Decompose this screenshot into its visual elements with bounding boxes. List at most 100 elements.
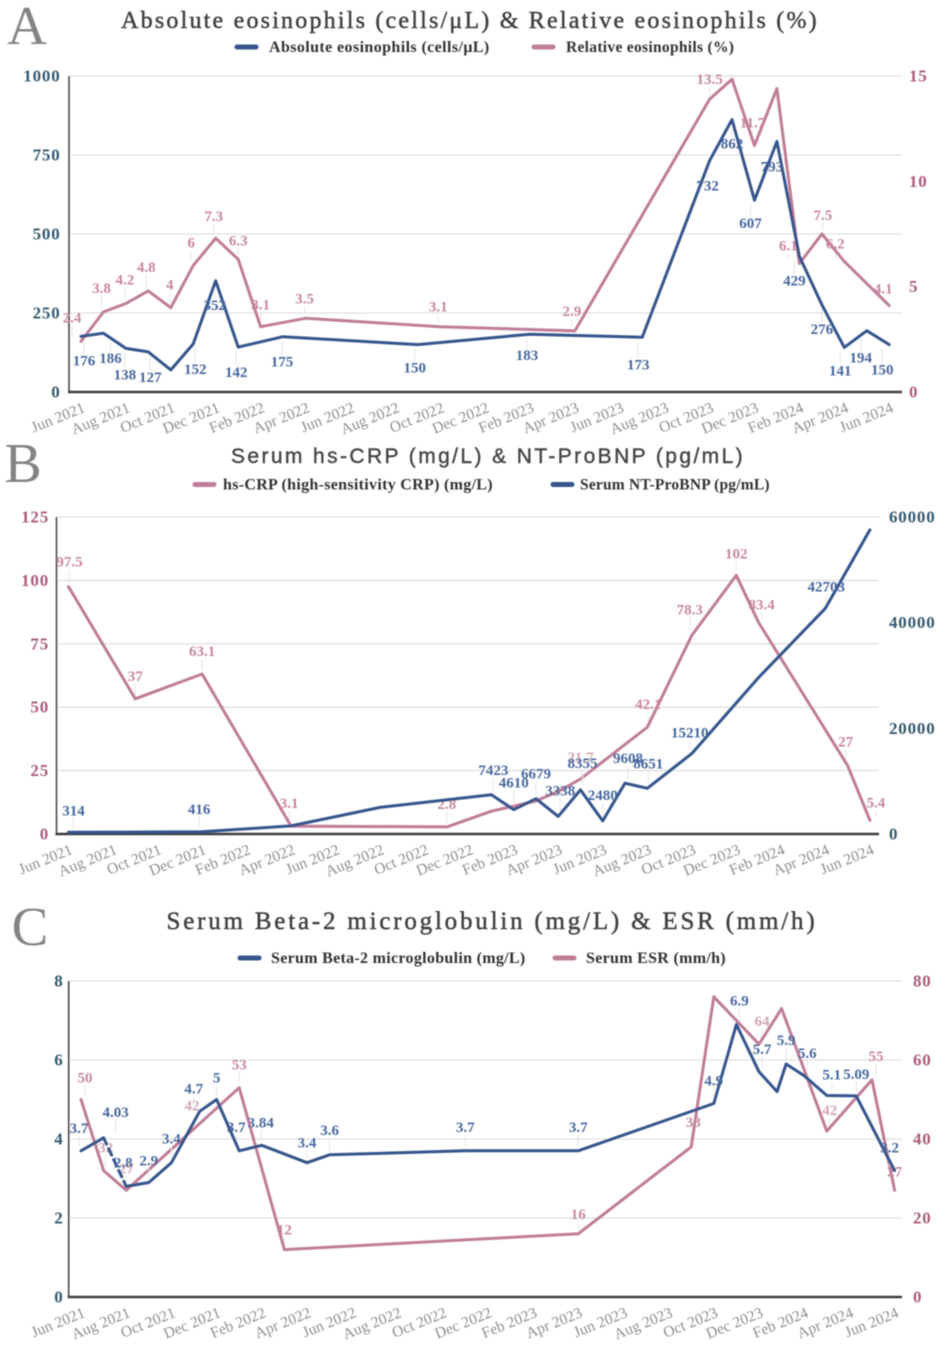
svg-text:862: 862	[721, 137, 744, 153]
svg-text:83.4: 83.4	[748, 598, 775, 614]
svg-text:13.5: 13.5	[696, 72, 722, 88]
svg-text:75: 75	[30, 634, 49, 653]
svg-text:183: 183	[516, 348, 539, 364]
svg-text:176: 176	[73, 353, 96, 369]
svg-text:102: 102	[725, 546, 748, 562]
svg-text:25: 25	[30, 761, 49, 780]
svg-text:42: 42	[822, 1103, 837, 1119]
svg-text:4.9: 4.9	[704, 1074, 723, 1090]
svg-text:27: 27	[119, 1161, 135, 1177]
svg-text:42: 42	[185, 1099, 200, 1115]
svg-text:186: 186	[99, 351, 122, 367]
svg-text:6.9: 6.9	[730, 994, 749, 1010]
svg-text:27: 27	[887, 1164, 903, 1180]
svg-text:173: 173	[627, 357, 650, 373]
svg-text:250: 250	[33, 304, 61, 323]
svg-text:6: 6	[54, 1051, 63, 1070]
svg-text:B: B	[4, 433, 41, 495]
svg-text:0: 0	[54, 1288, 63, 1307]
svg-text:Serum ESR (mm/h): Serum ESR (mm/h)	[586, 950, 726, 967]
svg-text:2.9: 2.9	[563, 304, 582, 320]
svg-text:5.9: 5.9	[777, 1033, 796, 1049]
svg-text:8355: 8355	[568, 756, 598, 772]
svg-text:3.4: 3.4	[162, 1132, 181, 1148]
svg-text:0: 0	[40, 825, 49, 844]
svg-text:5.7: 5.7	[753, 1042, 772, 1058]
svg-text:6679: 6679	[521, 767, 551, 783]
svg-text:416: 416	[188, 802, 211, 818]
svg-text:55: 55	[869, 1049, 884, 1065]
svg-text:3.1: 3.1	[280, 796, 299, 812]
svg-text:5: 5	[909, 277, 918, 296]
svg-text:793: 793	[761, 159, 784, 175]
svg-text:50: 50	[78, 1071, 93, 1087]
svg-text:15: 15	[909, 67, 928, 86]
svg-text:27: 27	[838, 735, 854, 751]
svg-text:78.3: 78.3	[677, 602, 703, 618]
svg-text:5.4: 5.4	[867, 795, 886, 811]
svg-text:4.2: 4.2	[116, 273, 135, 289]
svg-text:3338: 3338	[545, 783, 575, 799]
svg-text:6.1: 6.1	[779, 239, 798, 255]
svg-text:314: 314	[62, 803, 85, 819]
svg-text:0: 0	[51, 383, 60, 402]
svg-text:3.1: 3.1	[251, 298, 270, 314]
svg-text:hs-CRP (high-sensitivity CRP): hs-CRP (high-sensitivity CRP) (mg/L)	[223, 477, 493, 494]
svg-text:175: 175	[271, 355, 294, 371]
svg-text:7423: 7423	[478, 763, 508, 779]
svg-text:21.7: 21.7	[567, 750, 594, 766]
svg-text:4: 4	[166, 278, 174, 294]
svg-text:2480: 2480	[588, 788, 618, 804]
svg-text:50: 50	[30, 698, 49, 717]
svg-text:Serum NT-ProBNP (pg/mL): Serum NT-ProBNP (pg/mL)	[580, 477, 770, 494]
svg-text:20: 20	[913, 1209, 932, 1228]
svg-text:16: 16	[571, 1207, 587, 1223]
svg-text:3.6: 3.6	[320, 1123, 339, 1139]
svg-text:0: 0	[913, 1288, 922, 1307]
svg-text:2.9: 2.9	[139, 1154, 158, 1170]
svg-text:3.4: 3.4	[298, 1136, 317, 1152]
svg-text:2.4: 2.4	[63, 310, 82, 326]
svg-text:C: C	[12, 896, 49, 957]
svg-text:8: 8	[54, 972, 63, 991]
svg-text:3.7: 3.7	[456, 1120, 475, 1136]
svg-text:Absolute eosinophils (cells/μL: Absolute eosinophils (cells/μL)	[269, 39, 490, 56]
svg-text:Serum hs-CRP (mg/L) & NT-ProBN: Serum hs-CRP (mg/L) & NT-ProBNP (pg/mL)	[231, 445, 745, 468]
svg-text:40: 40	[913, 1130, 932, 1149]
svg-text:1000: 1000	[23, 67, 60, 86]
svg-text:0: 0	[889, 825, 898, 844]
svg-text:5.09: 5.09	[843, 1067, 869, 1083]
svg-text:11.7: 11.7	[740, 116, 766, 132]
svg-text:750: 750	[33, 146, 61, 165]
svg-text:60000: 60000	[889, 508, 936, 527]
svg-text:127: 127	[139, 370, 162, 386]
svg-text:15210: 15210	[671, 726, 709, 742]
svg-text:6: 6	[187, 236, 195, 252]
svg-text:7.3: 7.3	[204, 209, 223, 225]
svg-text:53: 53	[232, 1058, 247, 1074]
svg-text:276: 276	[811, 322, 834, 338]
svg-text:4: 4	[54, 1130, 63, 1149]
svg-text:4.8: 4.8	[137, 260, 156, 276]
svg-text:8651: 8651	[633, 756, 663, 772]
svg-text:63.1: 63.1	[189, 644, 215, 660]
svg-text:20000: 20000	[889, 719, 936, 738]
svg-text:5: 5	[213, 1071, 221, 1087]
svg-text:3.7: 3.7	[569, 1120, 588, 1136]
svg-text:42703: 42703	[808, 579, 846, 595]
svg-text:Serum Beta-2 microglobulin (mg: Serum Beta-2 microglobulin (mg/L) & ESR …	[167, 908, 818, 935]
svg-text:4.1: 4.1	[874, 282, 893, 298]
svg-text:10: 10	[909, 172, 928, 191]
svg-text:3.8: 3.8	[92, 281, 111, 297]
svg-text:9608: 9608	[613, 751, 643, 767]
svg-text:4.03: 4.03	[102, 1105, 128, 1121]
svg-text:37: 37	[128, 669, 144, 685]
svg-text:141: 141	[829, 363, 852, 379]
svg-text:Serum Beta-2 microglobulin (mg: Serum Beta-2 microglobulin (mg/L)	[271, 950, 525, 967]
svg-text:500: 500	[33, 225, 61, 244]
svg-text:100: 100	[21, 571, 49, 590]
svg-text:3.5: 3.5	[295, 291, 314, 307]
svg-text:3.84: 3.84	[248, 1115, 275, 1131]
svg-text:2: 2	[54, 1209, 63, 1228]
svg-text:150: 150	[404, 361, 427, 377]
